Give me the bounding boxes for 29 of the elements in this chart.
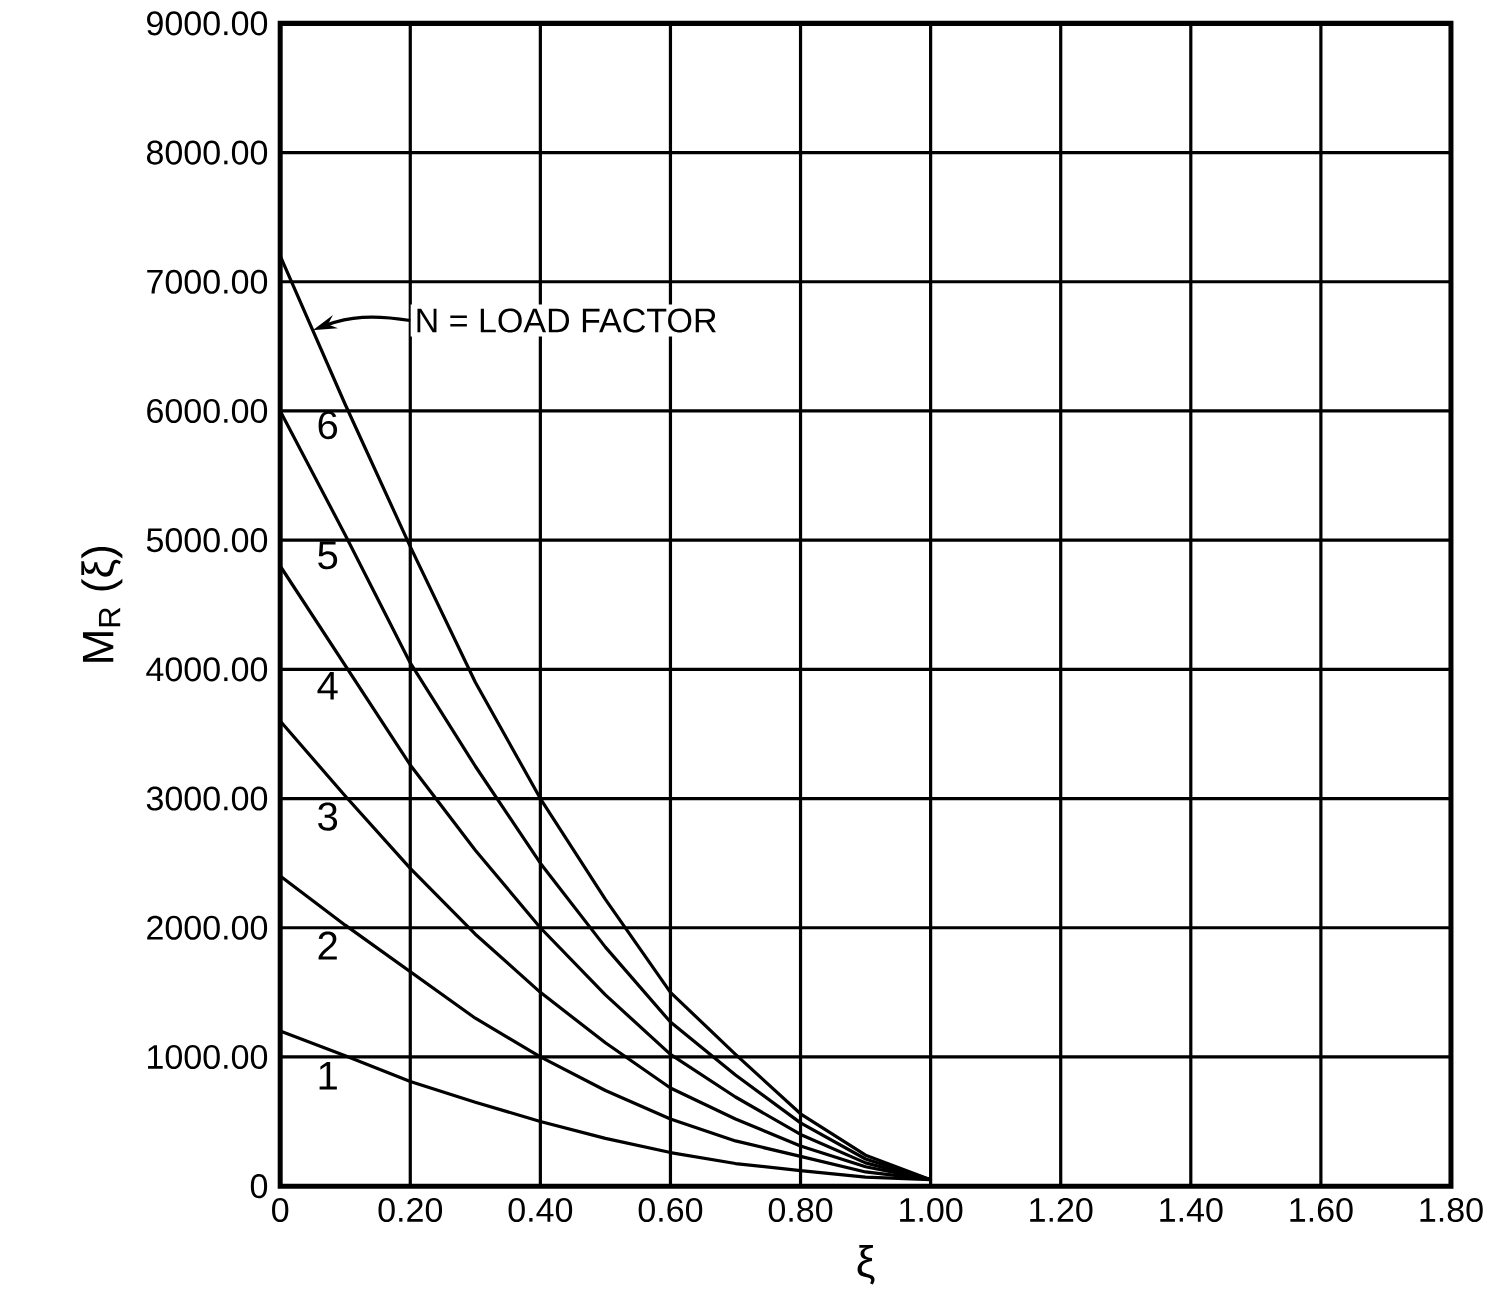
x-tick-label: 1.40 [1160,1197,1223,1222]
x-axis-title: ξ [857,1244,875,1285]
series-label: 2 [318,931,337,960]
y-tick-label: 8000.00 [146,140,268,165]
y-tick-label: 0 [250,1173,268,1199]
x-tick-label: 1.20 [1030,1197,1093,1222]
x-tick-label: 0.60 [638,1197,703,1222]
series-label: 4 [317,671,338,700]
y-tick-label: 5000.00 [146,528,268,553]
x-tick-label: 0 [272,1197,289,1222]
x-tick-label: 1.60 [1290,1197,1353,1222]
y-axis-title: M$_{R}$ (ξ) [81,546,123,662]
y-tick-label: 3000.00 [146,786,268,811]
x-tick-label: 1.80 [1420,1197,1483,1222]
y-tick-label: 4000.00 [146,657,268,682]
x-tick-label: 0.80 [768,1197,833,1222]
y-tick-label: 2000.00 [147,915,268,940]
series-label: 3 [318,802,338,831]
x-tick-label: 0.20 [378,1197,443,1222]
x-tick-label: 1.00 [900,1197,963,1222]
y-tick-label: 1000.00 [148,1044,268,1069]
y-tick-label: 7000.00 [147,269,268,294]
series-label: 1 [319,1061,337,1090]
y-tick-label: 6000.00 [147,398,268,423]
annotation: N = LOAD FACTOR [417,308,716,333]
series-label: 6 [318,410,338,440]
x-tick-label: 0.40 [508,1197,573,1222]
y-tick-label: 9000.00 [147,11,268,36]
series-label: 5 [318,541,338,570]
